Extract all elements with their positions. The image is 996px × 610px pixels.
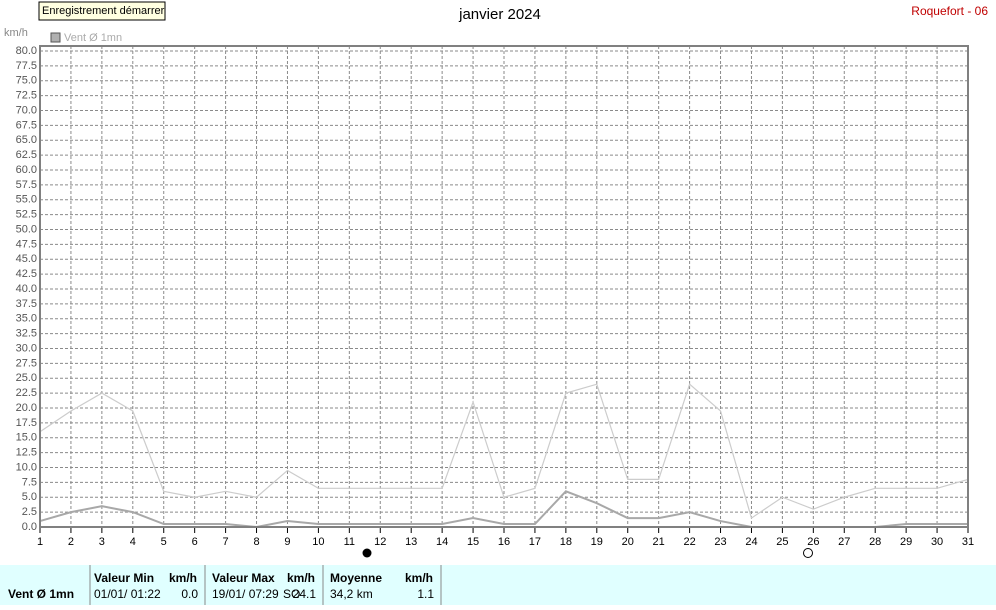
x-tick-label: 3 bbox=[99, 536, 105, 548]
y-tick-label: 12.5 bbox=[16, 447, 37, 459]
x-tick-label: 18 bbox=[560, 536, 572, 548]
y-tick-label: 10.0 bbox=[16, 461, 37, 473]
x-tick-label: 10 bbox=[312, 536, 324, 548]
x-tick-label: 23 bbox=[714, 536, 726, 548]
mean-value: 1.1 bbox=[417, 587, 434, 601]
y-tick-label: 0.0 bbox=[22, 521, 37, 533]
y-tick-label: 77.5 bbox=[16, 60, 37, 72]
max-value: 24.1 bbox=[293, 587, 317, 601]
full-moon-icon bbox=[803, 548, 813, 558]
x-tick-label: 13 bbox=[405, 536, 417, 548]
x-tick-label: 11 bbox=[344, 536, 355, 548]
x-tick-label: 4 bbox=[130, 536, 136, 548]
y-tick-label: 5.0 bbox=[22, 491, 37, 503]
summary-label: Vent Ø 1mn bbox=[8, 587, 74, 601]
x-tick-label: 24 bbox=[745, 536, 757, 548]
max-date: 19/01/ 07:29 bbox=[212, 587, 279, 601]
y-tick-label: 52.5 bbox=[16, 209, 37, 221]
record-button[interactable] bbox=[38, 1, 166, 21]
y-tick-label: 70.0 bbox=[16, 104, 37, 116]
summary-panel: Vent Ø 1mn Valeur Min km/h 01/01/ 01:22 … bbox=[0, 565, 996, 605]
y-tick-label: 47.5 bbox=[16, 238, 37, 250]
y-tick-label: 2.5 bbox=[22, 506, 37, 518]
max-title: Valeur Max bbox=[212, 571, 275, 585]
y-tick-label: 17.5 bbox=[16, 417, 37, 429]
x-tick-label: 8 bbox=[253, 536, 259, 548]
y-tick-label: 7.5 bbox=[22, 476, 37, 488]
new-moon-icon bbox=[362, 548, 372, 558]
y-tick-label: 57.5 bbox=[16, 179, 37, 191]
mean-unit: km/h bbox=[405, 571, 433, 585]
min-unit: km/h bbox=[169, 571, 197, 585]
x-tick-label: 25 bbox=[776, 536, 788, 548]
y-tick-label: 80.0 bbox=[16, 45, 37, 57]
x-tick-label: 17 bbox=[529, 536, 541, 548]
x-tick-label: 5 bbox=[161, 536, 167, 548]
y-tick-label: 35.0 bbox=[16, 313, 37, 325]
y-tick-label: 45.0 bbox=[16, 253, 37, 265]
y-tick-label: 42.5 bbox=[16, 268, 37, 280]
x-tick-label: 29 bbox=[900, 536, 912, 548]
x-tick-label: 28 bbox=[869, 536, 881, 548]
x-tick-label: 14 bbox=[436, 536, 448, 548]
x-tick-label: 7 bbox=[223, 536, 229, 548]
chart-title: janvier 2024 bbox=[458, 6, 541, 23]
plot-frame bbox=[39, 45, 969, 528]
x-tick-label: 12 bbox=[374, 536, 386, 548]
legend-swatch bbox=[50, 32, 61, 43]
series-line bbox=[39, 383, 969, 520]
min-date: 01/01/ 01:22 bbox=[94, 587, 161, 601]
mean-total: 34,2 km bbox=[330, 587, 373, 601]
y-tick-label: 50.0 bbox=[16, 223, 37, 235]
y-axis-label: km/h bbox=[4, 27, 28, 39]
record-button-label[interactable]: Enregistrement démarrer bbox=[42, 5, 165, 17]
y-tick-label: 37.5 bbox=[16, 298, 37, 310]
y-tick-label: 60.0 bbox=[16, 164, 37, 176]
max-direction: SO bbox=[283, 587, 300, 601]
y-tick-label: 15.0 bbox=[16, 432, 37, 444]
x-tick-label: 26 bbox=[807, 536, 819, 548]
panel-bg bbox=[0, 565, 996, 605]
x-tick-label: 22 bbox=[683, 536, 695, 548]
y-tick-label: 30.0 bbox=[16, 342, 37, 354]
y-tick-label: 72.5 bbox=[16, 90, 37, 102]
x-tick-label: 15 bbox=[467, 536, 479, 548]
legend-label: Vent Ø 1mn bbox=[64, 32, 122, 44]
y-tick-label: 22.5 bbox=[16, 387, 37, 399]
min-title: Valeur Min bbox=[94, 571, 154, 585]
x-tick-label: 1 bbox=[37, 536, 43, 548]
x-tick-label: 9 bbox=[284, 536, 290, 548]
station-name: Roquefort - 06 bbox=[911, 4, 988, 18]
y-tick-label: 65.0 bbox=[16, 134, 37, 146]
x-tick-label: 31 bbox=[962, 536, 974, 548]
y-tick-label: 67.5 bbox=[16, 119, 37, 131]
mean-title: Moyenne bbox=[330, 571, 382, 585]
x-tick-label: 2 bbox=[68, 536, 74, 548]
y-tick-label: 20.0 bbox=[16, 402, 37, 414]
x-tick-label: 30 bbox=[931, 536, 943, 548]
x-tick-label: 20 bbox=[622, 536, 634, 548]
y-tick-label: 55.0 bbox=[16, 194, 37, 206]
y-tick-label: 62.5 bbox=[16, 149, 37, 161]
y-tick-label: 32.5 bbox=[16, 328, 37, 340]
y-tick-label: 40.0 bbox=[16, 283, 37, 295]
max-unit: km/h bbox=[287, 571, 315, 585]
x-tick-label: 6 bbox=[192, 536, 198, 548]
x-tick-label: 21 bbox=[653, 536, 665, 548]
min-value: 0.0 bbox=[181, 587, 198, 601]
y-tick-label: 27.5 bbox=[16, 357, 37, 369]
y-tick-label: 25.0 bbox=[16, 372, 37, 384]
y-tick-label: 75.0 bbox=[16, 75, 37, 87]
x-tick-label: 27 bbox=[838, 536, 850, 548]
x-tick-label: 16 bbox=[498, 536, 510, 548]
x-tick-label: 19 bbox=[591, 536, 603, 548]
